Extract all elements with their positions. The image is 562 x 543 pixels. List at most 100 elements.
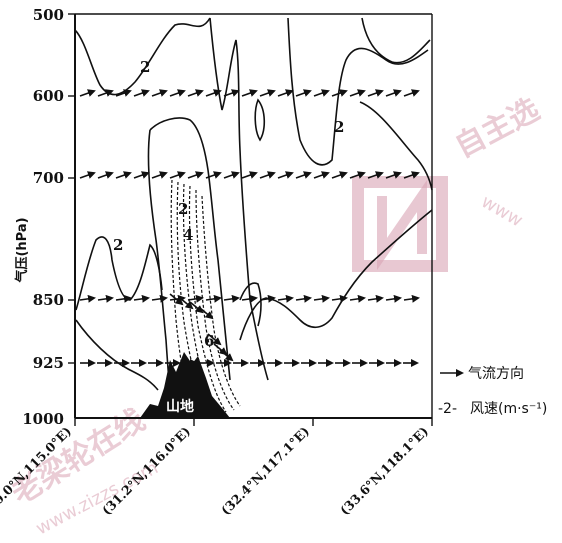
wind-vector-arrow [133, 171, 150, 179]
y-tick-label: 600 [33, 87, 64, 105]
contour-line [74, 17, 211, 96]
wind-vector-arrow [241, 294, 258, 303]
wind-vector-arrow [133, 89, 150, 97]
wind-vector-arrow [169, 89, 186, 97]
dashed-contour [182, 183, 217, 415]
wind-vector-arrow [313, 89, 330, 97]
wind-vector-arrow [133, 294, 150, 303]
wind-vector-arrow [313, 294, 330, 303]
watermark-logo [352, 176, 448, 272]
wind-vectors [79, 89, 420, 367]
legend: 气流方向 -2- 风速(m·s⁻¹) [438, 366, 547, 417]
contour-labels: 2 2 2 2 4 6 [113, 58, 344, 350]
wind-vector-arrow [151, 89, 168, 97]
wind-vector-arrow [205, 171, 222, 179]
mountain-label: 山地 [166, 398, 194, 415]
wind-vector-arrow [385, 171, 402, 179]
legend-flow-direction: 气流方向 [468, 366, 524, 382]
legend-speed-label: 风速(m·s⁻¹) [470, 401, 547, 417]
wind-vector-arrow [403, 294, 420, 303]
wind-vector-arrow [187, 171, 204, 179]
contour-label: 2 [334, 118, 344, 136]
dashed-contour [201, 195, 241, 407]
wind-vector-arrow [349, 89, 366, 97]
plot-frame [74, 13, 433, 419]
dashed-contour [195, 189, 235, 411]
wind-vector-arrow [205, 89, 222, 97]
wind-vector-arrow [367, 294, 384, 303]
wind-vector-arrow [151, 294, 168, 303]
wind-vector-arrow [169, 171, 186, 179]
wind-vector-arrow [79, 294, 96, 303]
dashed-contour [176, 181, 207, 416]
watermark-text-top: 自主选 [449, 92, 545, 165]
wind-vector-arrow [277, 171, 294, 179]
watermark: 自主选 www 老梁轮在线 www.zizzs.com [6, 92, 546, 540]
wind-vector-arrow [223, 171, 240, 179]
wind-vector-arrow [169, 293, 184, 306]
wind-vector-arrow [187, 89, 204, 97]
mountain-terrain: 山地 [140, 352, 230, 418]
y-tick-label: 1000 [22, 410, 64, 428]
wind-vector-arrow [313, 171, 330, 179]
wind-vector-arrow [115, 89, 132, 97]
wind-vector-arrow [295, 294, 312, 303]
y-tick-label: 500 [33, 6, 64, 24]
wind-vector-arrow [295, 89, 312, 97]
wind-vector-arrow [79, 89, 96, 97]
mountain-shape [140, 352, 230, 418]
contour-label: 2 [140, 58, 150, 76]
wind-vector-arrow [259, 294, 276, 303]
wind-vector-arrow [97, 171, 114, 179]
x-tick-label: (32.4°N,117.1°E) [218, 424, 312, 518]
wind-vector-arrow [115, 294, 132, 303]
wind-vector-arrow [205, 294, 222, 303]
contour-label: 2 [113, 236, 123, 254]
wind-vector-arrow [331, 89, 348, 97]
wind-vector-arrow [277, 89, 294, 97]
wind-vector-arrow [385, 294, 402, 303]
wind-vector-arrow [97, 89, 114, 97]
x-tick-label: (33.6°N,118.1°E) [337, 424, 431, 518]
wind-vector-arrow [241, 89, 258, 97]
contour-line [359, 101, 433, 191]
wind-vector-arrow [259, 171, 276, 179]
wind-vector-arrow [115, 171, 132, 179]
wind-vector-arrow [403, 89, 420, 97]
wind-vector-arrow [349, 294, 366, 303]
y-tick-label: 925 [33, 354, 64, 372]
wind-vector-arrow [207, 333, 222, 346]
wind-vector-arrow [199, 307, 214, 320]
wind-vector-arrow [189, 301, 204, 314]
y-axis-title: 气压(hPa) [14, 217, 30, 282]
wind-vector-arrow [367, 171, 384, 179]
wind-vector-arrow [219, 349, 234, 362]
contour-line [239, 282, 262, 327]
wind-vector-arrow [259, 89, 276, 97]
wind-vector-arrow [179, 297, 194, 310]
wind-vector-arrow [403, 171, 420, 179]
watermark-logo-mark [377, 179, 427, 271]
contour-line [254, 98, 266, 142]
contour-label: 4 [183, 226, 193, 244]
wind-vector-arrow [223, 89, 240, 97]
wind-vector-arrow [295, 171, 312, 179]
wind-vector-arrow [223, 294, 240, 303]
wind-vector-arrow [367, 89, 384, 97]
contour-line [361, 17, 431, 64]
wind-vector-arrow [241, 171, 258, 179]
legend-speed-marker: -2- [438, 401, 457, 417]
dashed-contour [188, 185, 227, 413]
wind-vector-arrow [151, 171, 168, 179]
contour-line [75, 319, 159, 391]
contour-line [209, 17, 269, 381]
y-tick-label: 850 [33, 291, 64, 309]
y-tick-label: 700 [33, 169, 64, 187]
contour-line [149, 117, 231, 381]
contour-line [287, 17, 429, 166]
wind-vector-arrow [97, 294, 114, 303]
wind-vector-arrow [79, 171, 96, 179]
contour-label: 6 [204, 332, 214, 350]
wind-vector-arrow [331, 294, 348, 303]
